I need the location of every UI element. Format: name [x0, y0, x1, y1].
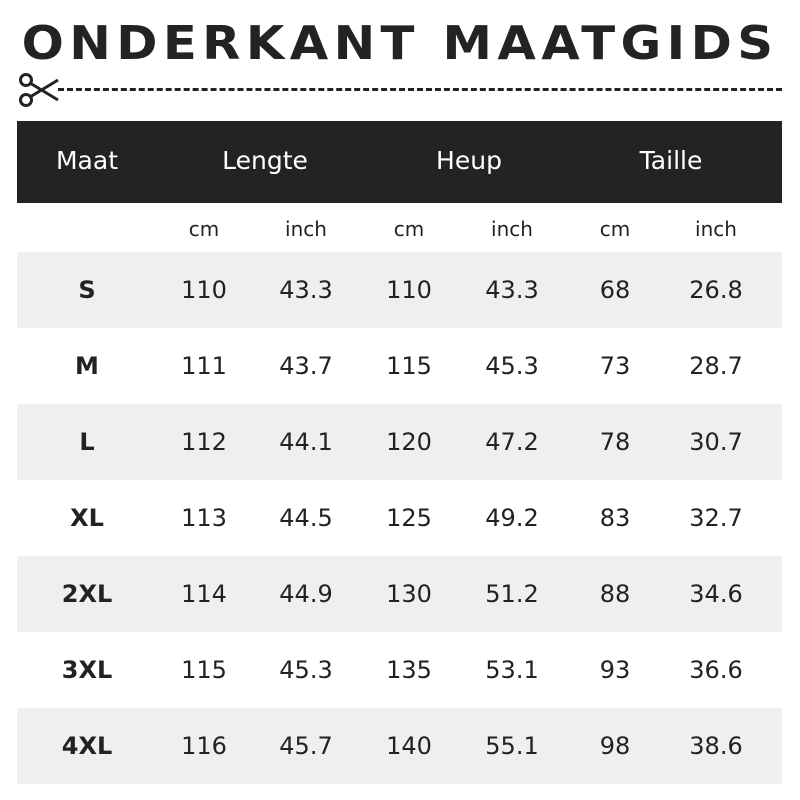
- size-cell: M: [75, 352, 99, 380]
- table-row: 3XL 115 45.3 135 53.1 93 36.6: [17, 632, 782, 708]
- value-cell: 43.7: [279, 352, 333, 380]
- table-row: 4XL 116 45.7 140 55.1 98 38.6: [17, 708, 782, 784]
- value-cell: 45.3: [279, 656, 333, 684]
- value-cell: 28.7: [689, 352, 743, 380]
- table-row: M 111 43.7 115 45.3 73 28.7: [17, 328, 782, 404]
- table-row: XL 113 44.5 125 49.2 83 32.7: [17, 480, 782, 556]
- table-row: 2XL 114 44.9 130 51.2 88 34.6: [17, 556, 782, 632]
- size-cell: 3XL: [61, 656, 113, 684]
- scissors-icon: [19, 73, 59, 107]
- size-cell: L: [79, 428, 95, 456]
- value-cell: 111: [181, 352, 227, 380]
- table-row: S 110 43.3 110 43.3 68 26.8: [17, 252, 782, 328]
- value-cell: 93: [599, 656, 631, 684]
- table-row: L 112 44.1 120 47.2 78 30.7: [17, 404, 782, 480]
- value-cell: 68: [599, 276, 631, 304]
- unit-label: inch: [285, 217, 327, 241]
- value-cell: 30.7: [689, 428, 743, 456]
- unit-label: cm: [188, 217, 220, 241]
- value-cell: 43.3: [279, 276, 333, 304]
- size-cell: S: [78, 276, 96, 304]
- value-cell: 114: [181, 580, 227, 608]
- value-cell: 110: [386, 276, 432, 304]
- units-row: cm inch cm inch cm inch: [17, 203, 782, 252]
- value-cell: 34.6: [689, 580, 743, 608]
- cut-line: [58, 88, 782, 91]
- value-cell: 88: [599, 580, 631, 608]
- value-cell: 44.9: [279, 580, 333, 608]
- value-cell: 43.3: [485, 276, 539, 304]
- value-cell: 115: [181, 656, 227, 684]
- header-waist: Taille: [639, 146, 703, 175]
- value-cell: 116: [181, 732, 227, 760]
- value-cell: 135: [386, 656, 432, 684]
- value-cell: 32.7: [689, 504, 743, 532]
- value-cell: 45.7: [279, 732, 333, 760]
- value-cell: 110: [181, 276, 227, 304]
- unit-label: cm: [599, 217, 631, 241]
- value-cell: 78: [599, 428, 631, 456]
- table-header: Maat Lengte Heup Taille: [17, 121, 782, 203]
- size-cell: 4XL: [61, 732, 113, 760]
- value-cell: 26.8: [689, 276, 743, 304]
- header-size: Maat: [55, 146, 119, 175]
- value-cell: 112: [181, 428, 227, 456]
- value-cell: 140: [386, 732, 432, 760]
- value-cell: 98: [599, 732, 631, 760]
- value-cell: 53.1: [485, 656, 539, 684]
- unit-label: inch: [491, 217, 533, 241]
- value-cell: 44.1: [279, 428, 333, 456]
- value-cell: 120: [386, 428, 432, 456]
- value-cell: 38.6: [689, 732, 743, 760]
- value-cell: 125: [386, 504, 432, 532]
- header-length: Lengte: [222, 146, 308, 175]
- unit-label: cm: [393, 217, 425, 241]
- value-cell: 49.2: [485, 504, 539, 532]
- value-cell: 130: [386, 580, 432, 608]
- size-cell: XL: [70, 504, 104, 532]
- value-cell: 47.2: [485, 428, 539, 456]
- header-hip: Heup: [436, 146, 502, 175]
- value-cell: 36.6: [689, 656, 743, 684]
- value-cell: 83: [599, 504, 631, 532]
- value-cell: 115: [386, 352, 432, 380]
- value-cell: 113: [181, 504, 227, 532]
- value-cell: 45.3: [485, 352, 539, 380]
- value-cell: 73: [599, 352, 631, 380]
- value-cell: 55.1: [485, 732, 539, 760]
- value-cell: 51.2: [485, 580, 539, 608]
- size-cell: 2XL: [61, 580, 113, 608]
- page-title: ONDERKANT MAATGIDS: [21, 16, 779, 70]
- value-cell: 44.5: [279, 504, 333, 532]
- unit-label: inch: [695, 217, 737, 241]
